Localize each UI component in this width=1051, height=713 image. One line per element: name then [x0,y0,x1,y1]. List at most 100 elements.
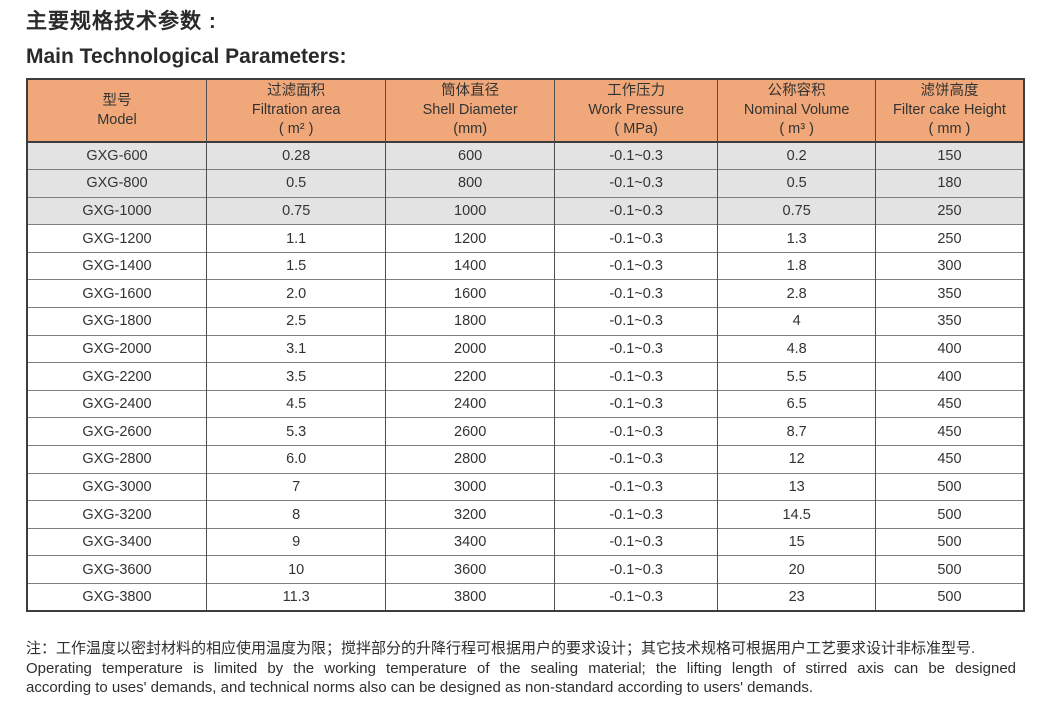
table-cell: 3200 [385,500,555,529]
table-row: GXG-1000 0.75 1000 -0.1~0.3 0.75 250 [27,196,1024,225]
table-cell: 3600 [385,555,555,584]
table-cell: 500 [874,472,1024,501]
column-header-shell-diameter: 筒体直径 Shell Diameter (mm) [385,79,555,143]
table-cell: -0.1~0.3 [553,279,718,308]
page-title-en: Main Technological Parameters: [26,45,347,68]
footnote-en-line2: according to uses' demands, and technica… [26,679,814,697]
table-row: GXG-600 0.28 600 -0.1~0.3 0.2 150 [27,141,1024,170]
table-cell: GXG-2200 [27,362,207,391]
catalog-page: 主要规格技术参数 : Main Technological Parameters… [26,10,1025,698]
table-cell: 800 [385,169,555,198]
table-cell: 1.8 [717,251,876,280]
header-label-en: Work Pressure [588,102,684,118]
table-cell: 350 [874,307,1024,336]
table-cell: 12 [717,445,876,474]
table-row: GXG-1800 2.5 1800 -0.1~0.3 4 350 [27,307,1024,336]
table-cell: 0.5 [205,169,386,198]
table-cell: 450 [874,417,1024,446]
header-label-en: Shell Diameter [422,102,518,118]
column-header-model: 型号 Model [27,79,207,143]
table-cell: 3000 [385,472,555,501]
table-cell: GXG-2000 [27,334,207,363]
header-label-zh: 过滤面积 [267,83,326,99]
table-cell: GXG-800 [27,169,207,198]
header-label-en: Filtration area [251,102,341,118]
table-cell: -0.1~0.3 [553,224,718,253]
header-label-zh: 公称容积 [767,83,826,99]
table-cell: GXG-2400 [27,389,207,418]
table-cell: 1.5 [205,251,386,280]
table-row: GXG-1600 2.0 1600 -0.1~0.3 2.8 350 [27,279,1024,308]
table-cell: GXG-3000 [27,472,207,501]
header-label-unit: ( MPa) [614,121,658,137]
table-cell: 2.8 [717,279,876,308]
table-body: GXG-600 0.28 600 -0.1~0.3 0.2 150 GXG-800 0.5 80… [27,141,1024,612]
table-cell: 250 [874,196,1024,225]
header-row: 型号 Model 过滤面积 Filtration area ( m² ) 筒体直… [27,79,1024,143]
table-cell: 0.75 [717,196,876,225]
header-label-unit: ( m³ ) [779,121,814,137]
table-cell: 1400 [385,251,555,280]
table-cell: 13 [717,472,876,501]
page-title-zh: 主要规格技术参数 : [26,10,217,33]
table-cell: GXG-600 [27,141,207,170]
table-cell: -0.1~0.3 [553,583,718,612]
table-cell: 150 [874,141,1024,170]
table-cell: 500 [874,583,1024,612]
table-cell: GXG-1600 [27,279,207,308]
table-cell: GXG-1000 [27,196,207,225]
footnote-zh: 注：工作温度以密封材料的相应使用温度为限；搅拌部分的升降行程可根据用户的要求设计… [26,640,976,658]
table-cell: 6.0 [205,445,386,474]
table-cell: 3800 [385,583,555,612]
table-cell: -0.1~0.3 [553,445,718,474]
table-cell: -0.1~0.3 [553,307,718,336]
table-row: GXG-3000 7 3000 -0.1~0.3 13 500 [27,472,1024,501]
table-cell: -0.1~0.3 [553,500,718,529]
table-cell: 400 [874,362,1024,391]
table-cell: 500 [874,555,1024,584]
table-cell: 8.7 [717,417,876,446]
table-cell: GXG-2800 [27,445,207,474]
table-cell: GXG-3200 [27,500,207,529]
table-cell: GXG-1800 [27,307,207,336]
parameters-table: 型号 Model 过滤面积 Filtration area ( m² ) 筒体直… [26,78,1025,613]
table-row: GXG-2000 3.1 2000 -0.1~0.3 4.8 400 [27,334,1024,363]
table-cell: 1.3 [717,224,876,253]
table-cell: 0.75 [205,196,386,225]
table-row: GXG-3200 8 3200 -0.1~0.3 14.5 500 [27,500,1024,529]
table-cell: 6.5 [717,389,876,418]
table-cell: 1200 [385,224,555,253]
table-row: GXG-2200 3.5 2200 -0.1~0.3 5.5 400 [27,362,1024,391]
table-cell: 500 [874,527,1024,556]
table-cell: GXG-3800 [27,583,207,612]
table-cell: 4.5 [205,389,386,418]
table-cell: 450 [874,445,1024,474]
table-cell: 3.5 [205,362,386,391]
table-cell: 2.0 [205,279,386,308]
table-cell: 3400 [385,527,555,556]
header-label-unit: ( m² ) [278,121,314,137]
table-row: GXG-1200 1.1 1200 -0.1~0.3 1.3 250 [27,224,1024,253]
table-cell: 14.5 [717,500,876,529]
table-cell: -0.1~0.3 [553,417,718,446]
table-cell: 2.5 [205,307,386,336]
column-header-filter-cake-height: 滤饼高度 Filter cake Height ( mm ) [874,79,1024,143]
table-cell: 3.1 [205,334,386,363]
column-header-nominal-volume: 公称容积 Nominal Volume ( m³ ) [717,79,876,143]
table-header: 型号 Model 过滤面积 Filtration area ( m² ) 筒体直… [27,79,1024,143]
table-cell: 0.2 [717,141,876,170]
table-cell: -0.1~0.3 [553,334,718,363]
table-cell: -0.1~0.3 [553,555,718,584]
table-row: GXG-3800 11.3 3800 -0.1~0.3 23 500 [27,583,1024,612]
table-cell: 4 [717,307,876,336]
footnotes: 注：工作温度以密封材料的相应使用温度为限；搅拌部分的升降行程可根据用户的要求设计… [26,639,1016,698]
table-cell: GXG-1400 [27,251,207,280]
header-label-unit: ( mm ) [928,121,971,137]
table-row: GXG-800 0.5 800 -0.1~0.3 0.5 180 [27,169,1024,198]
table-cell: 23 [717,583,876,612]
table-cell: 8 [205,500,386,529]
table-cell: GXG-3600 [27,555,207,584]
table-cell: 180 [874,169,1024,198]
table-cell: 11.3 [205,583,386,612]
header-label-zh: 筒体直径 [441,83,500,99]
